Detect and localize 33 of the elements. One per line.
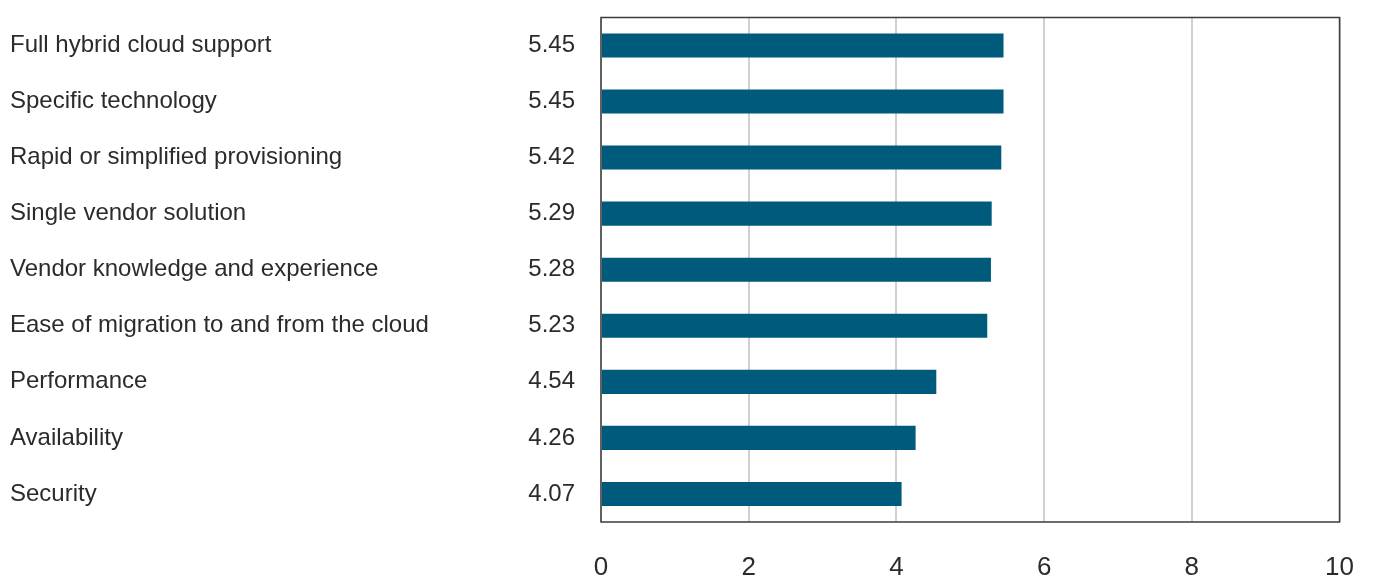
data-label: 4.54 [528,366,575,394]
y-tick-label: Ease of migration to and from the cloud [10,310,429,338]
bar [602,481,902,507]
data-label: 5.42 [528,142,575,170]
y-tick-label: Full hybrid cloud support [10,30,272,58]
y-tick-label: Specific technology [10,86,217,114]
data-label: 5.45 [528,86,575,114]
bar [602,425,916,450]
data-label: 4.07 [528,478,575,506]
bar [602,33,1004,58]
data-label: 4.26 [528,422,575,450]
bar [602,201,992,226]
y-tick-label: Performance [10,366,148,394]
x-tick-label: 10 [1325,550,1354,581]
data-label: 5.28 [528,254,575,282]
bar [602,89,1004,114]
bar [602,257,991,282]
y-tick-label: Single vendor solution [10,198,247,226]
data-label: 5.29 [528,198,575,226]
bar [602,369,937,394]
bar [602,313,988,338]
y-tick-label: Vendor knowledge and experience [10,254,379,282]
x-tick-label: 2 [741,550,756,581]
y-tick-label: Rapid or simplified provisioning [10,142,343,170]
x-tick-label: 4 [889,550,904,581]
y-tick-label: Security [10,478,97,506]
x-tick-label: 6 [1036,550,1052,581]
x-tick-label: 8 [1184,550,1200,581]
data-label: 5.45 [528,30,575,58]
y-tick-label: Availability [10,422,123,450]
x-tick-label: 0 [593,550,609,581]
bar [602,145,1002,170]
data-label: 5.23 [528,310,575,338]
